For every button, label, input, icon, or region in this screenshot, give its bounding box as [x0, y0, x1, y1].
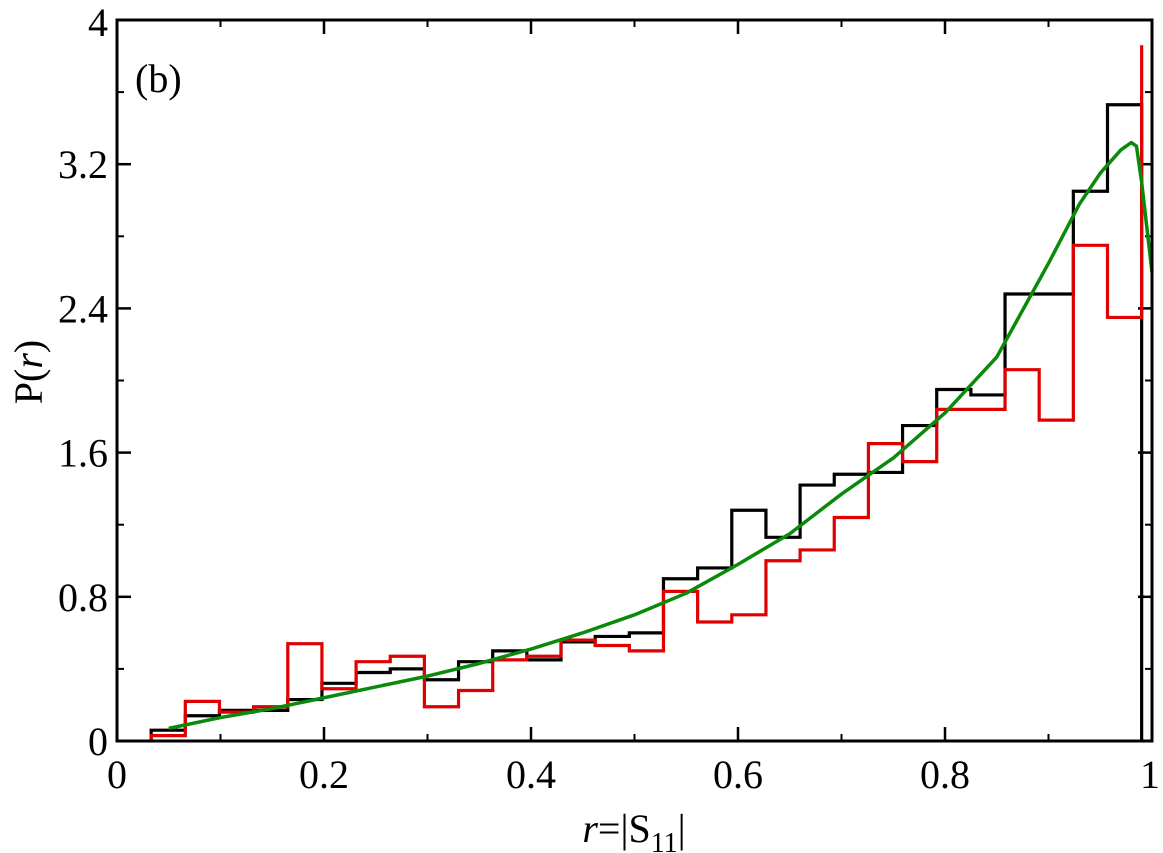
x-axis-title: r=|S11|	[582, 806, 685, 853]
histogram-series-1	[149, 45, 1144, 741]
y-tick-label: 2.4	[58, 286, 108, 331]
y-tick-label: 1.6	[58, 431, 108, 476]
x-tick-label: 0.8	[920, 752, 970, 797]
series-layer	[149, 45, 1154, 741]
x-tick-label: 1	[1140, 752, 1160, 797]
y-tick-label: 3.2	[58, 142, 108, 187]
x-tick-label: 0.4	[506, 752, 556, 797]
y-tick-label: 0	[88, 719, 108, 764]
x-tick-label: 0.2	[299, 752, 349, 797]
panel-label: (b)	[135, 56, 182, 101]
x-tick-label: 0.6	[713, 752, 763, 797]
x-tick-labels: 0 0.2 0.4 0.6 0.8 1	[107, 752, 1160, 797]
x-tick-label: 0	[107, 752, 127, 797]
y-tick-labels: 0 0.8 1.6 2.4 3.2 4	[58, 0, 108, 764]
plot-frame	[115, 18, 1154, 743]
fit-curve-series-2	[168, 140, 1154, 731]
y-axis-title: P(r)	[6, 340, 51, 404]
y-tick-label: 4	[88, 0, 108, 45]
y-tick-label: 0.8	[58, 575, 108, 620]
histogram-series-0	[149, 103, 1144, 741]
